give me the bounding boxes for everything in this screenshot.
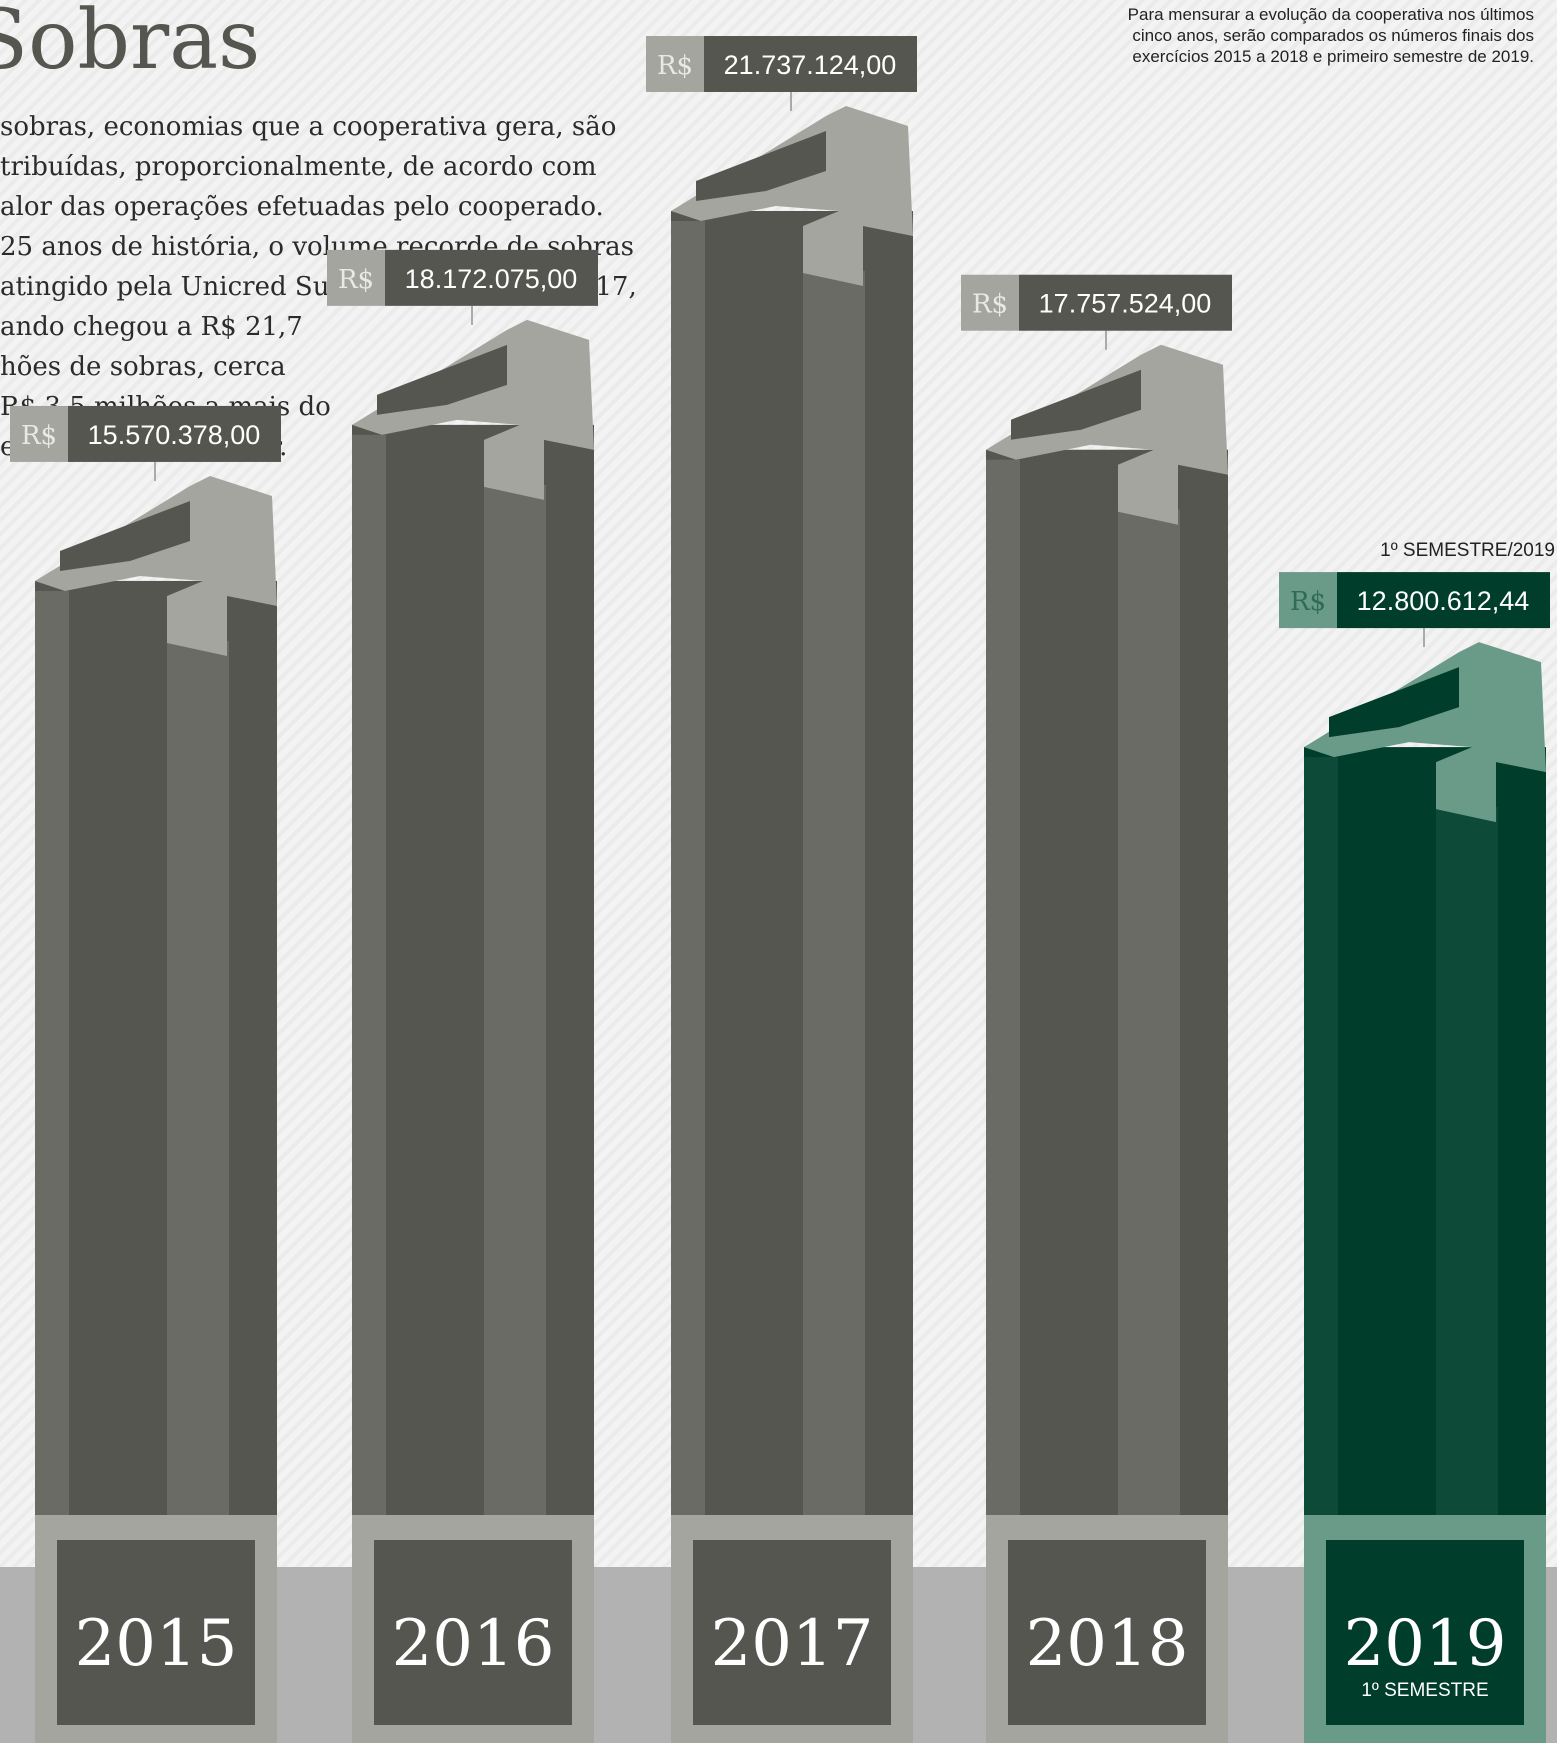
body-text: ando chegou a R$ 21,7 [0, 312, 303, 342]
bar [1304, 747, 1546, 1515]
bar-stripe [1304, 757, 1338, 1515]
bar-cap-shade [1011, 369, 1141, 440]
label-currency-box [961, 274, 1019, 331]
annotation: 1º SEMESTRE/2019 [1380, 540, 1555, 561]
value-label: 15.570.378,00 [88, 420, 261, 450]
bar-cap [352, 319, 594, 500]
value-label: 12.800.612,44 [1357, 586, 1530, 616]
bar-cap [671, 106, 913, 286]
x-tick-label: 2015 [75, 1607, 238, 1681]
bar-cap [35, 475, 277, 656]
bar [986, 449, 1228, 1515]
bar [352, 424, 594, 1516]
bar [671, 211, 913, 1515]
bar-stripe [1436, 807, 1498, 1515]
body-text: tribuídas, proporcionalmente, de acordo … [0, 152, 596, 182]
bar-stripe [803, 271, 865, 1515]
chart-title: Sobras [0, 0, 260, 88]
value-label: 17.757.524,00 [1039, 289, 1212, 319]
bar-stripe [352, 434, 386, 1516]
label-value-box [385, 249, 598, 306]
label-currency: R$ [657, 51, 693, 81]
pedestal-inner [1008, 1540, 1206, 1725]
pedestal-inner [374, 1540, 572, 1725]
pedestal-inner [693, 1540, 891, 1725]
label-value-box [1337, 572, 1550, 629]
bar-cap [1304, 642, 1546, 823]
label-value-box [1019, 274, 1232, 331]
x-tick-label: 2018 [1026, 1607, 1189, 1681]
pedestal-inner [1326, 1540, 1524, 1725]
bar-cap-shade [696, 131, 826, 201]
x-tick-label: 2017 [711, 1607, 874, 1681]
bar-stripe [986, 459, 1020, 1515]
bar-cap [986, 344, 1228, 525]
bar-cap-shade [1329, 667, 1459, 738]
x-tick-label: 2019 [1344, 1607, 1507, 1681]
label-currency: R$ [338, 265, 374, 295]
label-currency: R$ [972, 290, 1008, 320]
note-text: cinco anos, serão comparados os números … [1132, 26, 1534, 45]
bar-stripe [484, 484, 546, 1516]
label-currency-box [10, 405, 68, 462]
body-text: sobras, economias que a cooperativa gera… [0, 112, 616, 142]
x-tick-sublabel: 1º SEMESTRE [1361, 1680, 1488, 1701]
body-text: hões de sobras, cerca [0, 352, 286, 382]
label-currency-box [1279, 572, 1337, 629]
bar-cap-shade [60, 500, 190, 571]
note-text: Para mensurar a evolução da cooperativa … [1128, 5, 1534, 24]
bar-stripe [35, 590, 69, 1515]
bar-stripe [671, 221, 705, 1515]
pedestal-inner [57, 1540, 255, 1725]
bar-stripe [1118, 509, 1180, 1515]
label-currency: R$ [21, 421, 57, 451]
value-label: 18.172.075,00 [405, 264, 578, 294]
label-value-box [704, 36, 917, 92]
note-text: exercícios 2015 a 2018 e primeiro semest… [1132, 47, 1534, 66]
x-tick-label: 2016 [392, 1607, 555, 1681]
body-text: alor das operações efetuadas pelo cooper… [0, 192, 604, 222]
label-value-box [68, 405, 281, 462]
label-currency-box [646, 36, 704, 92]
label-currency: R$ [1290, 587, 1326, 617]
bar-cap-shade [377, 344, 507, 415]
label-currency-box [327, 249, 385, 306]
bar-stripe [167, 640, 229, 1515]
value-label: 21.737.124,00 [724, 50, 897, 80]
bar [35, 580, 277, 1515]
